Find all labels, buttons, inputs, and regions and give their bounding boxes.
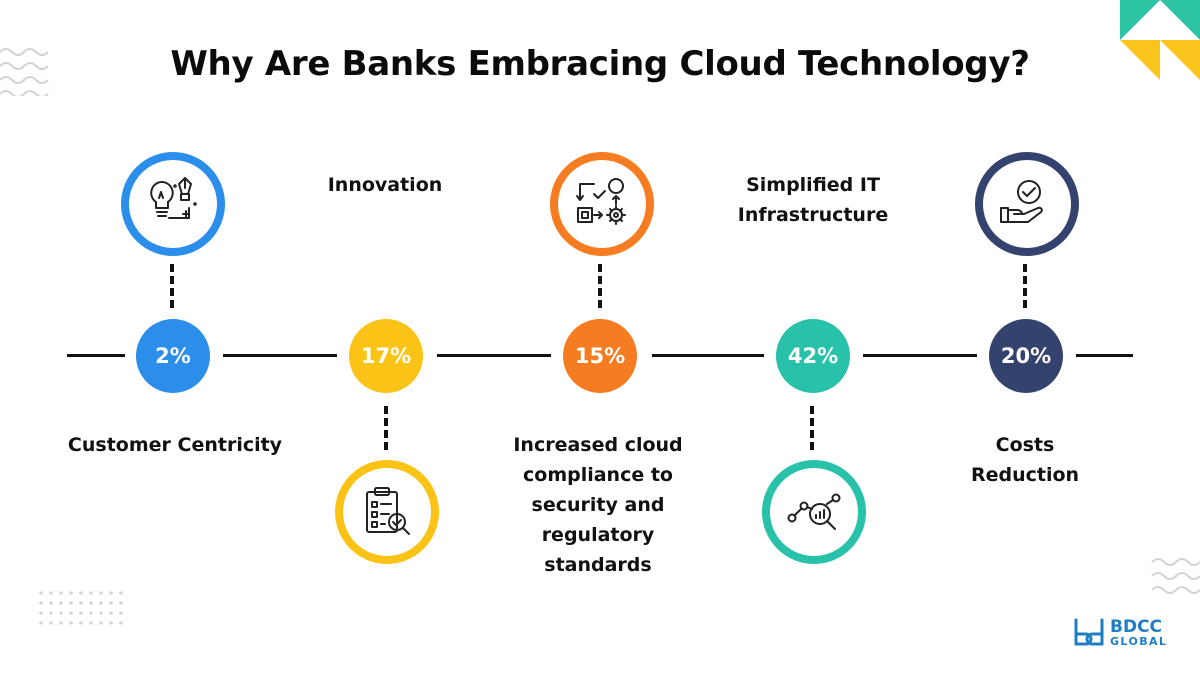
percent-circle-costs: 20% (989, 319, 1063, 393)
dot-grid-decoration (39, 591, 123, 625)
timeline-segment (437, 354, 551, 357)
wave-decoration (0, 48, 49, 96)
label-infrastructure: Simplified IT Infrastructure (737, 174, 889, 226)
analytics-magnifier-icon (787, 493, 841, 530)
icon-ring-infrastructure (762, 460, 866, 564)
percent-value: 2% (155, 344, 191, 368)
clipboard-magnifier-icon (366, 487, 410, 535)
wave-decoration-right (1151, 558, 1200, 594)
timeline-segment (1076, 354, 1133, 357)
icon-ring-customer-centricity (121, 152, 225, 256)
connector-dash (170, 264, 174, 308)
corner-decoration (1120, 0, 1200, 80)
hand-check-icon (1000, 180, 1043, 223)
timeline-segment (863, 354, 977, 357)
logo-mark-icon (1074, 618, 1104, 646)
percent-circle-customer-centricity: 2% (136, 319, 210, 393)
percent-circle-innovation: 17% (349, 319, 423, 393)
timeline-segment (223, 354, 337, 357)
percent-value: 42% (787, 344, 839, 368)
logo-line-1: BDCC (1110, 617, 1163, 637)
lightbulb-pen-icon (150, 177, 197, 219)
connector-dash (1023, 264, 1027, 308)
percent-circle-compliance: 15% (563, 319, 637, 393)
workflow-gear-icon (576, 178, 626, 225)
icon-ring-innovation (335, 460, 439, 564)
page-title: Why Are Banks Embracing Cloud Technology… (170, 44, 1030, 84)
connector-dash (384, 406, 388, 450)
percent-value: 15% (574, 344, 626, 368)
percent-value: 17% (360, 344, 412, 368)
label-compliance: Increased cloud compliance to security a… (513, 434, 683, 576)
connector-dash (810, 406, 814, 450)
label-costs: Costs Reduction (970, 434, 1080, 486)
logo-line-2: GLOBAL (1110, 635, 1168, 648)
label-innovation: Innovation (327, 174, 443, 196)
timeline-segment (67, 354, 125, 357)
connector-dash (598, 264, 602, 308)
percent-circle-infrastructure: 42% (776, 319, 850, 393)
label-customer-centricity: Customer Centricity (67, 434, 283, 456)
percent-value: 20% (1000, 344, 1052, 368)
timeline-segment (652, 354, 764, 357)
icon-ring-costs (975, 152, 1079, 256)
icon-ring-compliance (550, 152, 654, 256)
brand-logo: BDCC GLOBAL (1072, 618, 1167, 648)
